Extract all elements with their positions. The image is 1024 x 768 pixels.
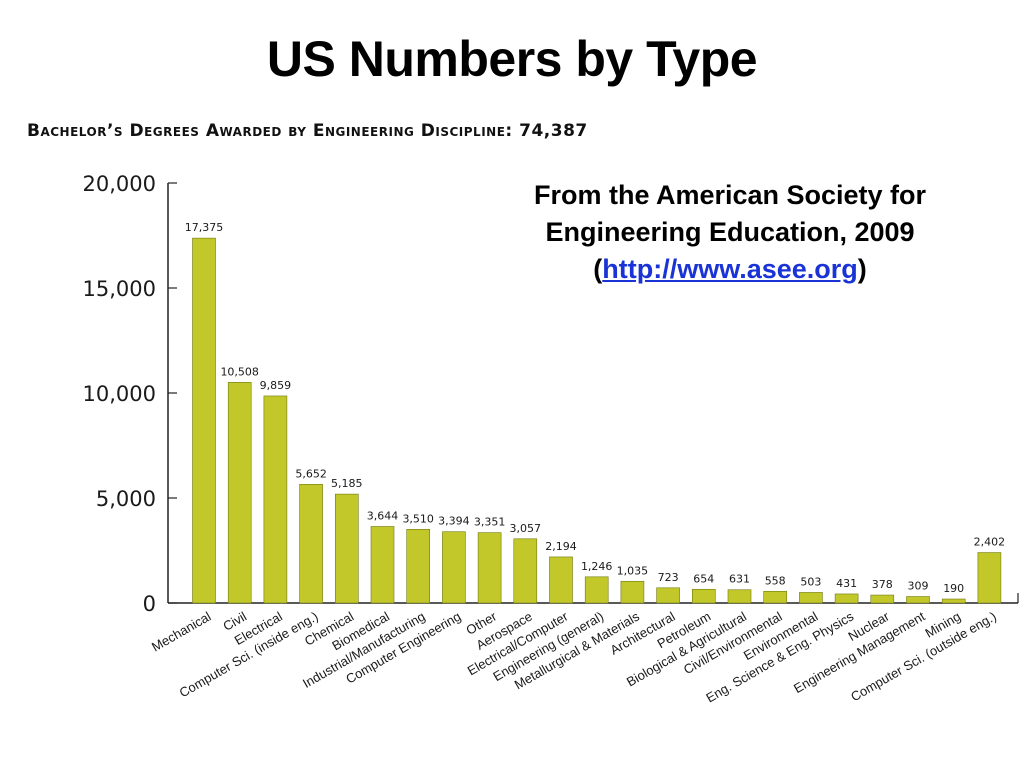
bar bbox=[192, 237, 216, 604]
y-tick-label: 15,000 bbox=[83, 277, 156, 301]
bar bbox=[227, 382, 252, 604]
bar bbox=[763, 590, 788, 604]
bar bbox=[799, 592, 823, 604]
bar bbox=[406, 528, 431, 604]
value-label: 309 bbox=[908, 580, 929, 593]
value-label: 558 bbox=[765, 574, 786, 587]
source-line-3: (http://www.asee.org) bbox=[470, 251, 990, 288]
value-label: 631 bbox=[729, 573, 750, 586]
bar bbox=[442, 531, 466, 604]
value-label: 3,057 bbox=[510, 522, 542, 535]
bar bbox=[870, 594, 895, 604]
bar bbox=[906, 596, 930, 604]
value-label: 3,394 bbox=[438, 515, 470, 528]
chart-bars bbox=[192, 237, 1002, 604]
value-label: 378 bbox=[872, 578, 893, 591]
bar bbox=[584, 576, 609, 604]
value-label: 3,510 bbox=[402, 512, 434, 525]
value-label: 2,194 bbox=[545, 540, 577, 553]
y-tick-label: 0 bbox=[143, 592, 156, 616]
source-line-2: Engineering Education, 2009 bbox=[545, 217, 915, 247]
close-paren: ) bbox=[857, 254, 867, 284]
bar bbox=[334, 493, 359, 604]
value-label: 10,508 bbox=[220, 365, 259, 378]
value-label: 2,402 bbox=[974, 536, 1006, 549]
bar bbox=[549, 556, 573, 604]
y-tick-label: 5,000 bbox=[96, 487, 156, 511]
value-label: 17,375 bbox=[185, 221, 224, 234]
bar bbox=[263, 395, 288, 604]
bar bbox=[513, 538, 538, 604]
bar bbox=[299, 484, 323, 604]
bar bbox=[477, 532, 502, 604]
bar bbox=[727, 589, 752, 604]
source-line-1: From the American Society for bbox=[533, 180, 927, 210]
value-label: 1,246 bbox=[581, 560, 613, 573]
value-label: 431 bbox=[836, 577, 857, 590]
value-label: 3,644 bbox=[367, 509, 399, 522]
source-note: From the American Society for Engineerin… bbox=[470, 177, 990, 288]
value-label: 5,185 bbox=[331, 477, 363, 490]
open-paren: ( bbox=[593, 254, 603, 284]
value-label: 1,035 bbox=[617, 564, 649, 577]
chart-title: Bachelor’s Degrees Awarded by Engineerin… bbox=[27, 121, 588, 141]
value-label: 5,652 bbox=[295, 467, 327, 480]
bar bbox=[691, 588, 716, 604]
slide-title: US Numbers by Type bbox=[266, 31, 758, 87]
value-label: 9,859 bbox=[260, 379, 292, 392]
bar bbox=[977, 552, 1002, 604]
category-label: Mechanical bbox=[149, 609, 214, 655]
bar bbox=[620, 580, 645, 604]
y-tick-label: 20,000 bbox=[83, 172, 156, 196]
y-tick-label: 10,000 bbox=[83, 382, 156, 406]
bar bbox=[656, 587, 680, 604]
value-label: 723 bbox=[658, 571, 679, 584]
bar bbox=[370, 526, 395, 604]
value-label: 503 bbox=[800, 575, 821, 588]
value-label: 654 bbox=[693, 572, 714, 585]
bar bbox=[834, 593, 859, 604]
value-label: 190 bbox=[943, 582, 964, 595]
value-label: 3,351 bbox=[474, 516, 506, 529]
bar bbox=[941, 598, 966, 604]
source-link[interactable]: http://www.asee.org bbox=[602, 254, 858, 284]
